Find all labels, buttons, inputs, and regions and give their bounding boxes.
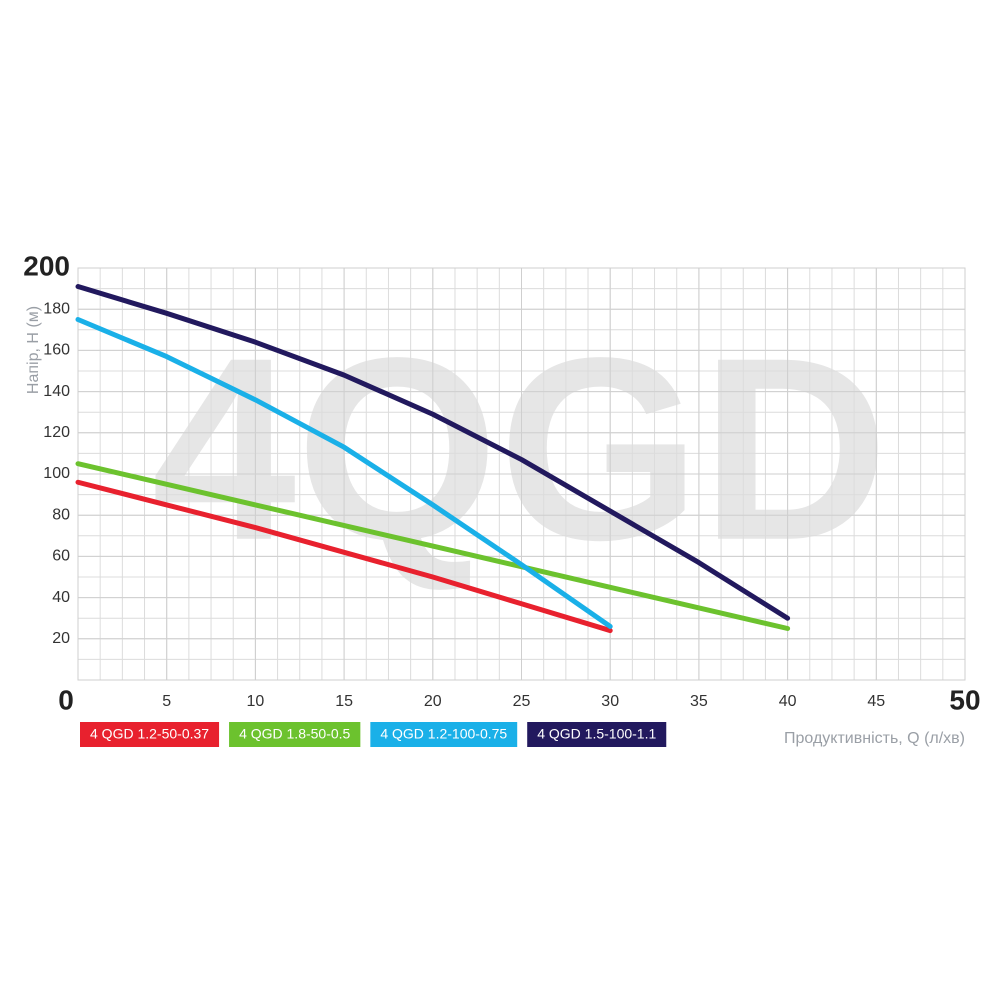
x-tick-label: 5	[162, 693, 171, 710]
y-tick-label: 140	[43, 383, 70, 400]
x-tick-label: 35	[690, 693, 708, 710]
legend-swatch	[229, 722, 361, 747]
y-tick-label: 80	[52, 506, 70, 523]
legend-item: 4 QGD 1.2-100-0.75	[370, 722, 518, 747]
x-tick-label: 10	[247, 693, 265, 710]
x-tick-label: 45	[867, 693, 885, 710]
x-tick-label: 20	[424, 693, 442, 710]
x-axis-label: Продуктивність, Q (л/хв)	[784, 730, 965, 747]
legend-swatch	[527, 722, 667, 747]
series-line	[75, 461, 791, 631]
series-line	[75, 317, 613, 629]
legend-item: 4 QGD 1.2-50-0.37	[80, 722, 220, 747]
y-tick-label: 20	[52, 630, 70, 647]
legend-item: 4 QGD 1.5-100-1.1	[527, 722, 667, 747]
x-tick-label: 40	[779, 693, 797, 710]
y-tick-label: 40	[52, 589, 70, 606]
y-tick-label: 200	[23, 250, 70, 281]
x-tick-label: 0	[58, 684, 74, 715]
y-axis-label: Напір, Н (м)	[25, 306, 42, 394]
series-line	[75, 284, 791, 621]
legend-swatch	[370, 722, 518, 747]
y-tick-label: 100	[43, 465, 70, 482]
x-tick-label: 50	[949, 684, 980, 715]
y-tick-label: 120	[43, 424, 70, 441]
legend-label: 4 QGD 1.2-100-0.75	[380, 726, 507, 742]
series-line	[75, 479, 613, 634]
y-tick-label: 160	[43, 342, 70, 359]
x-tick-label: 30	[601, 693, 619, 710]
y-tick-label: 180	[43, 300, 70, 317]
watermark: 4QGD	[152, 305, 889, 595]
legend-swatch	[80, 722, 220, 747]
legend-label: 4 QGD 1.2-50-0.37	[90, 726, 209, 742]
legend-item: 4 QGD 1.8-50-0.5	[229, 722, 361, 747]
legend-label: 4 QGD 1.5-100-1.1	[537, 726, 656, 742]
x-tick-label: 15	[335, 693, 353, 710]
legend-label: 4 QGD 1.8-50-0.5	[239, 726, 350, 742]
y-tick-label: 60	[52, 548, 70, 565]
x-tick-label: 25	[513, 693, 531, 710]
